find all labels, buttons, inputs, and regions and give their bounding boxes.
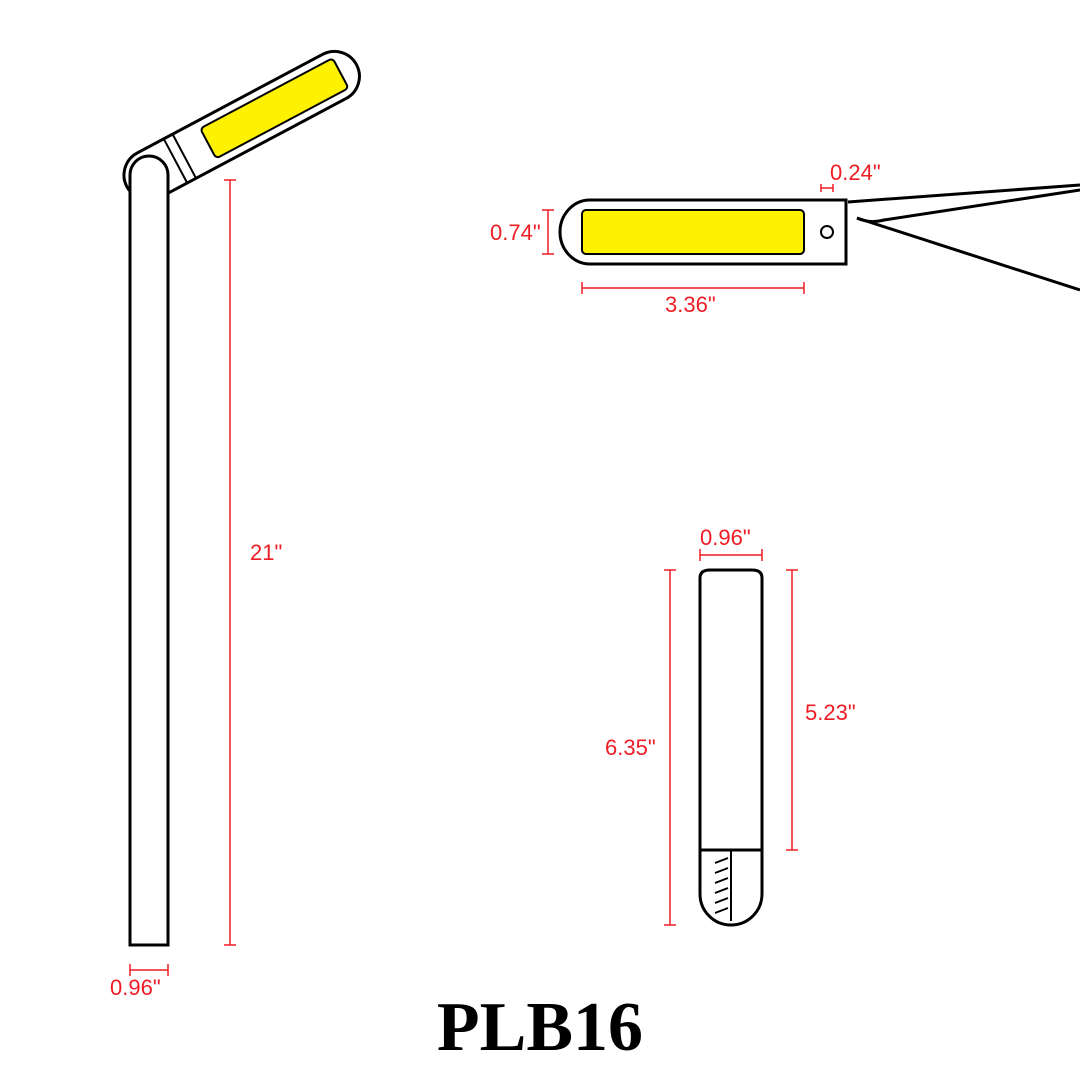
dim-stake-width: 0.96" [700,525,751,550]
head-detail-view [560,185,1080,290]
dim-stake-height-shaft: 5.23" [805,700,856,725]
dim-head-hole: 0.24" [830,160,881,185]
stake-view [700,570,762,925]
dim-assembled-height: 21" [250,540,282,565]
model-title: PLB16 [437,989,643,1066]
assembled-view [115,43,368,945]
dim-assembled-base-width: 0.96" [110,975,161,1000]
dim-head-width: 3.36" [665,292,716,317]
head-highlight [582,210,804,254]
dim-stake-height-full: 6.35" [605,735,656,760]
assembled-pole [130,156,168,945]
dim-head-height: 0.74" [490,220,541,245]
